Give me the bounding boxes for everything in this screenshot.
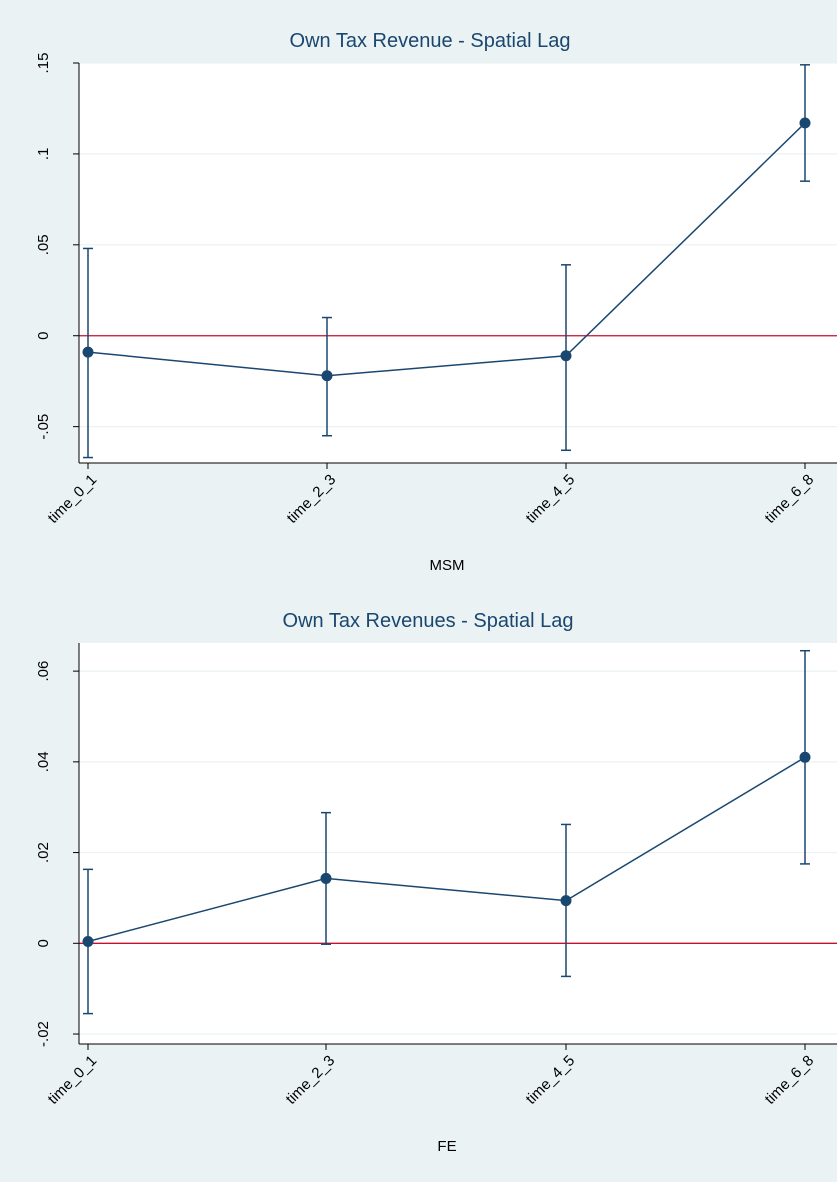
data-point — [799, 117, 811, 129]
y-tick-label: -.02 — [35, 1021, 52, 1047]
data-point — [82, 346, 94, 358]
y-tick-label: .1 — [35, 148, 52, 161]
y-ticks: -.05 0 .05 .1 .15 — [35, 53, 79, 440]
y-tick-label: .05 — [35, 234, 52, 255]
chart-title: Own Tax Revenues - Spatial Lag — [283, 610, 574, 632]
data-point — [560, 895, 572, 907]
y-tick-label: .02 — [35, 842, 52, 863]
estimate-line — [87, 756, 806, 943]
data-point — [799, 751, 811, 763]
data-point — [321, 370, 333, 382]
x-axis-title: MSM — [430, 557, 465, 574]
y-tick-label: .04 — [35, 751, 52, 772]
x-axis-title: FE — [437, 1138, 456, 1155]
y-tick-label: -.05 — [35, 414, 52, 440]
data-point — [82, 935, 94, 947]
data-point — [320, 872, 332, 884]
y-tick-label: .15 — [35, 53, 52, 74]
y-tick-label: .06 — [35, 661, 52, 682]
y-tick-label: 0 — [35, 939, 52, 947]
data-point — [560, 350, 572, 362]
chart-fe: Own Tax Revenues - Spatial Lag -.02 0 .02.… — [0, 591, 837, 1182]
plot-area — [79, 63, 837, 463]
estimate-line — [87, 122, 806, 377]
chart-msm: Own Tax Revenue - Spatial Lag -.05 0 .05 .1… — [0, 0, 837, 591]
estimate-points — [82, 117, 811, 382]
estimate-points — [82, 751, 811, 947]
y-ticks: -.02 0 .02 .04 .06 — [35, 661, 79, 1047]
chart-title: Own Tax Revenue - Spatial Lag — [290, 30, 571, 52]
plot-area — [79, 643, 837, 1044]
y-tick-label: 0 — [35, 332, 52, 340]
